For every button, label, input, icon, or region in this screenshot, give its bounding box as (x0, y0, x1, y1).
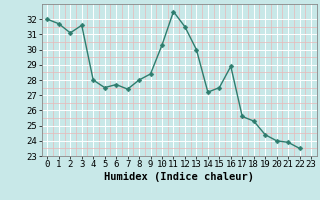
X-axis label: Humidex (Indice chaleur): Humidex (Indice chaleur) (104, 172, 254, 182)
